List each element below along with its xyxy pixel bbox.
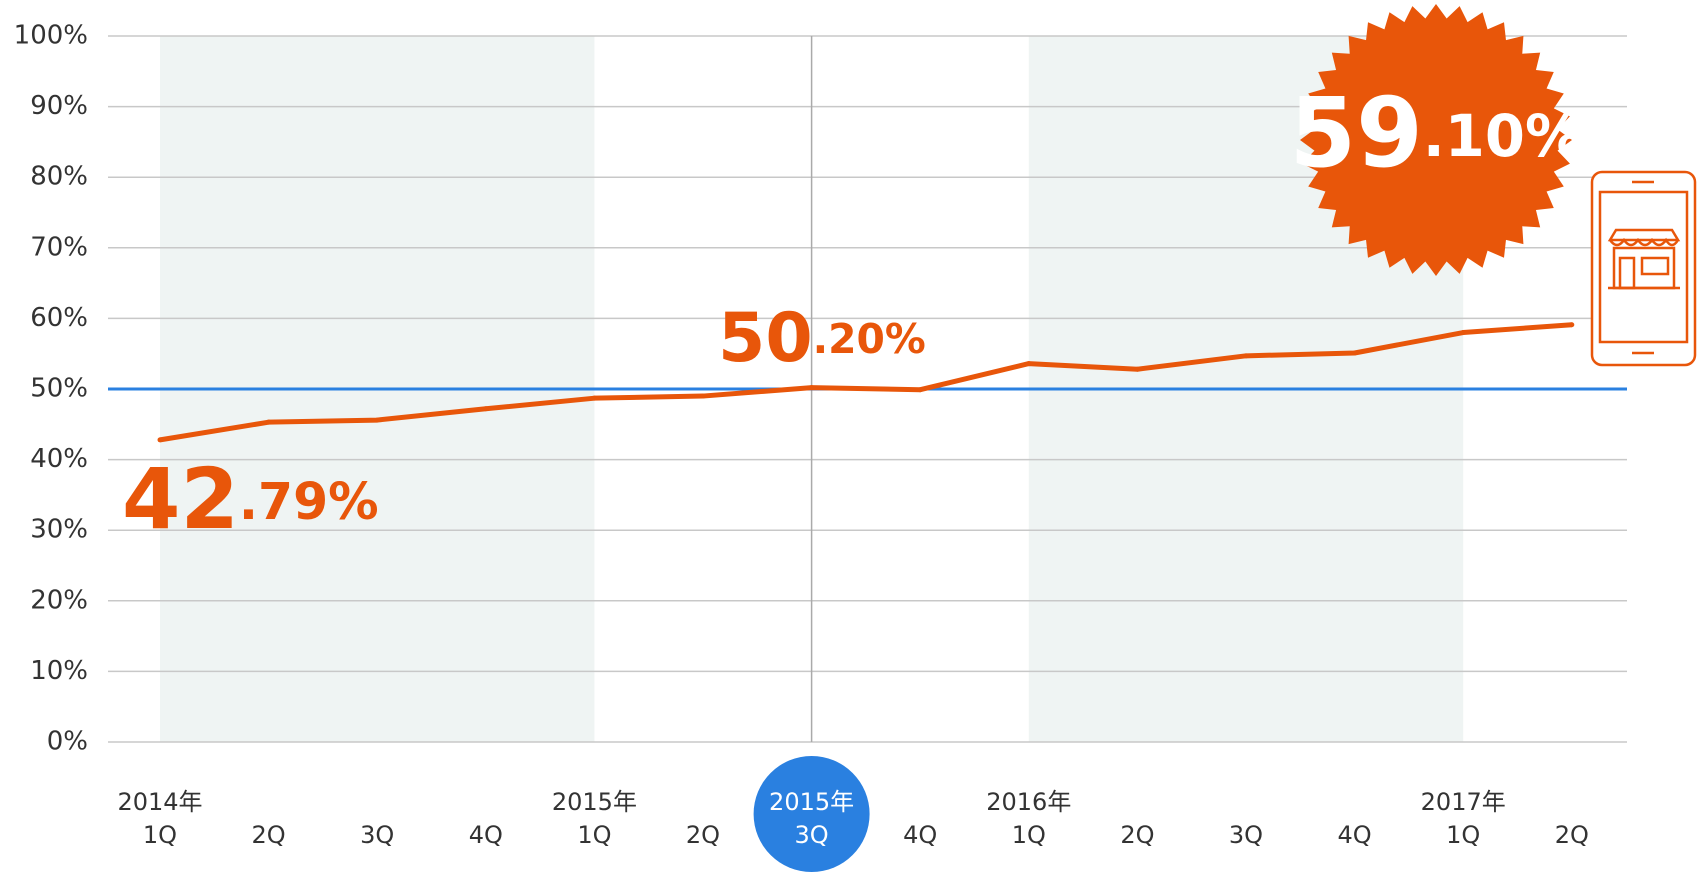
x-tick-label: 4Q [903,821,937,849]
y-tick-label: 60% [30,303,88,333]
data-point [1569,322,1575,328]
x-tick-label: 2Q [1555,821,1589,849]
data-line [159,322,1572,443]
y-tick-label: 30% [30,515,88,545]
y-tick-label: 70% [30,232,88,262]
data-point [1026,361,1032,367]
x-tick-label: 4Q [469,821,503,849]
data-point [809,385,815,391]
data-point [1243,353,1249,359]
data-point [1352,350,1358,356]
data-point [374,417,380,423]
y-tick-label: 0% [47,727,88,757]
data-point [157,437,163,443]
data-point [700,393,706,399]
data-point [266,419,272,425]
highlight-circle [753,756,870,872]
x-tick-label: 2014年 1Q [117,788,202,849]
value-label: 42.79% [122,450,379,548]
x-tick-label: 2016年 1Q [986,788,1071,849]
y-tick-label: 20% [30,585,88,615]
y-tick-label: 40% [30,444,88,474]
y-tick-label: 90% [30,91,88,121]
y-tick-label: 10% [30,656,88,686]
y-tick-label: 80% [30,162,88,192]
data-point [1134,366,1140,372]
y-tick-label: 50% [30,374,88,404]
x-tick-label: 2Q [686,821,720,849]
x-tick-label: 2Q [1120,821,1154,849]
value-label: 59.10% [1289,77,1582,189]
value-badge [1300,4,1572,276]
data-point [1460,330,1466,336]
x-tick-label: 2Q [252,821,286,849]
x-tick-label: 3Q [1229,821,1263,849]
x-tick-label: 2015年 1Q [552,788,637,849]
x-tick-label: 2017年 1Q [1421,788,1506,849]
x-tick-label: 4Q [1338,821,1372,849]
data-point [917,387,923,393]
value-label: 50.20% [718,299,926,378]
phone-icon [1590,170,1697,367]
x-tick-label: 3Q [360,821,394,849]
data-point [483,406,489,412]
x-tick-label: 2015年 3Q [769,788,854,849]
y-tick-label: 100% [14,21,88,51]
data-point [591,395,597,401]
